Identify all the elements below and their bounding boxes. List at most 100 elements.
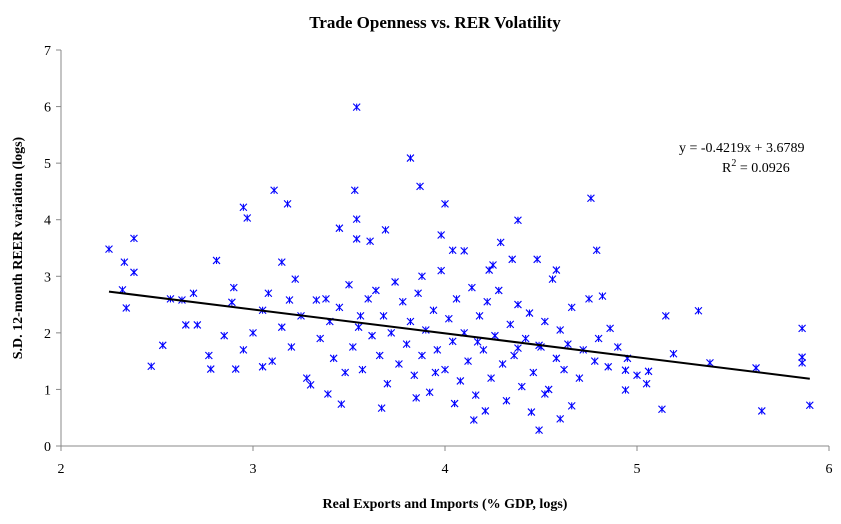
x-tick-label: 3 bbox=[250, 462, 257, 477]
point bbox=[364, 295, 373, 303]
point bbox=[391, 278, 399, 286]
r2-base: R bbox=[722, 161, 732, 176]
point bbox=[105, 245, 113, 254]
point bbox=[348, 343, 357, 351]
point bbox=[416, 182, 424, 191]
point bbox=[444, 314, 453, 323]
point bbox=[556, 326, 565, 334]
chart-title: Trade Openness vs. RER Volatility bbox=[309, 13, 561, 32]
point bbox=[383, 379, 392, 388]
point bbox=[658, 405, 666, 414]
point bbox=[425, 388, 434, 397]
point bbox=[316, 334, 325, 343]
x-tick-label: 5 bbox=[634, 462, 641, 477]
point bbox=[371, 286, 380, 295]
point bbox=[661, 311, 670, 320]
point bbox=[243, 214, 252, 222]
point bbox=[604, 362, 613, 371]
y-axis-label: S.D. 12-month REER variation (logs) bbox=[11, 136, 26, 359]
point bbox=[560, 365, 568, 374]
trendline bbox=[108, 290, 810, 380]
point bbox=[306, 381, 315, 389]
point bbox=[527, 408, 536, 416]
point bbox=[481, 407, 490, 415]
point bbox=[220, 331, 229, 340]
point bbox=[130, 268, 138, 277]
point bbox=[158, 341, 167, 350]
point bbox=[594, 334, 603, 343]
point bbox=[485, 266, 494, 274]
point bbox=[418, 351, 426, 360]
point bbox=[356, 311, 365, 320]
point bbox=[642, 379, 651, 388]
point bbox=[473, 338, 482, 346]
point bbox=[406, 317, 415, 326]
point bbox=[130, 234, 138, 243]
point bbox=[452, 295, 461, 303]
point bbox=[181, 321, 190, 329]
point bbox=[204, 351, 213, 360]
point bbox=[402, 340, 411, 349]
point bbox=[352, 103, 361, 112]
point bbox=[437, 266, 446, 275]
point bbox=[592, 246, 601, 255]
point bbox=[514, 216, 522, 225]
point bbox=[368, 331, 376, 340]
point bbox=[350, 186, 359, 195]
point bbox=[406, 154, 415, 162]
y-tick-label: 3 bbox=[44, 270, 51, 285]
point bbox=[410, 371, 419, 380]
point bbox=[387, 328, 396, 337]
point bbox=[585, 295, 593, 303]
point bbox=[366, 237, 375, 246]
point bbox=[335, 303, 344, 312]
point bbox=[377, 404, 386, 412]
point bbox=[412, 394, 421, 402]
point bbox=[239, 203, 248, 212]
point bbox=[212, 256, 221, 265]
point bbox=[506, 320, 515, 329]
point bbox=[379, 311, 388, 320]
point bbox=[277, 323, 286, 332]
point bbox=[249, 328, 257, 337]
point bbox=[487, 374, 495, 383]
point bbox=[335, 224, 344, 233]
point bbox=[375, 351, 384, 360]
point bbox=[437, 231, 446, 239]
point bbox=[381, 226, 390, 234]
point bbox=[345, 280, 353, 289]
point bbox=[227, 298, 236, 307]
point bbox=[479, 345, 488, 354]
point bbox=[483, 297, 492, 306]
point bbox=[694, 306, 703, 315]
point bbox=[598, 292, 607, 300]
point bbox=[358, 365, 367, 374]
point bbox=[491, 331, 499, 340]
point bbox=[510, 351, 519, 360]
point bbox=[414, 289, 423, 298]
point bbox=[498, 360, 507, 368]
point bbox=[494, 286, 503, 295]
point bbox=[540, 317, 549, 326]
point bbox=[633, 371, 641, 380]
point bbox=[285, 296, 294, 304]
y-tick-label: 7 bbox=[44, 44, 51, 59]
point bbox=[489, 261, 497, 269]
point bbox=[606, 324, 615, 333]
point bbox=[471, 391, 480, 399]
point bbox=[467, 283, 476, 292]
point bbox=[268, 357, 277, 366]
point bbox=[590, 357, 599, 366]
point bbox=[291, 275, 300, 284]
point bbox=[193, 321, 202, 329]
y-tick-label: 2 bbox=[44, 327, 51, 342]
point bbox=[302, 374, 311, 383]
point bbox=[441, 199, 449, 208]
x-tick-label: 4 bbox=[442, 462, 449, 477]
point bbox=[429, 306, 438, 315]
point bbox=[621, 386, 630, 394]
point bbox=[464, 357, 472, 366]
point bbox=[323, 390, 332, 398]
point bbox=[575, 374, 584, 383]
